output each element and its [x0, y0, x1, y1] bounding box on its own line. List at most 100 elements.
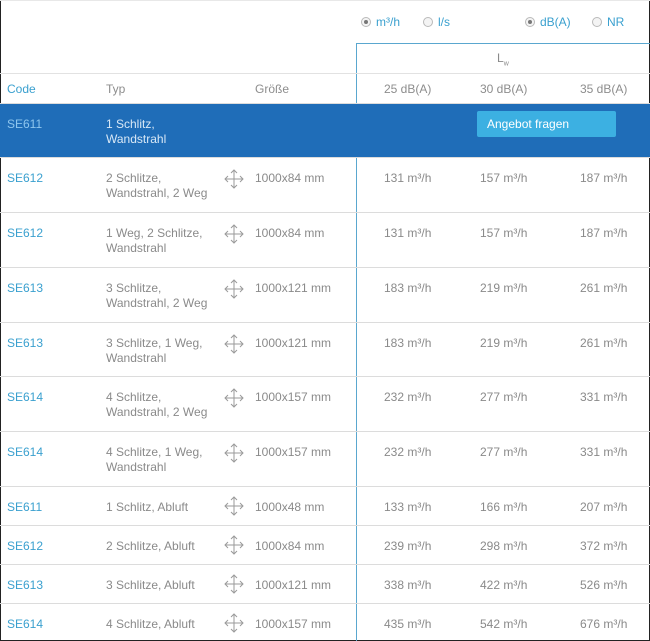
col-30dba[interactable]: 30 dB(A) [480, 82, 528, 96]
table-row-selected[interactable]: SE611 1 Schlitz, Wandstrahl Angebot frag… [0, 103, 650, 157]
value-number: 232 [384, 390, 405, 404]
col-size[interactable]: Größe [255, 82, 290, 96]
value-unit: m³/h [603, 539, 628, 553]
angebot-fragen-button[interactable]: Angebot fragen [477, 111, 616, 137]
row-typ-line1: 3 Schlitze, Abluft [106, 578, 195, 592]
value-number: 219 [480, 336, 501, 350]
frame-left-edge [0, 0, 1, 641]
radio-nr[interactable] [592, 17, 602, 27]
table-row[interactable]: SE611 1 Schlitz, Abluft 1000x48 mm 133 m³/h… [0, 486, 650, 525]
move-arrows-icon[interactable] [223, 168, 245, 190]
row-value-35dba: 331 m³/h [580, 445, 627, 460]
row-code[interactable]: SE611 [7, 500, 43, 514]
table-row[interactable]: SE613 3 Schlitze, Wandstrahl, 2 Weg 1000x12… [0, 267, 650, 322]
row-typ-line2: Wandstrahl, 2 Weg [106, 296, 208, 310]
value-unit: m³/h [407, 578, 432, 592]
col-35dba[interactable]: 35 dB(A) [580, 82, 628, 96]
row-value-25dba: 232 m³/h [384, 445, 431, 460]
col-25dba[interactable]: 25 dB(A) [384, 82, 432, 96]
row-code[interactable]: SE614 [7, 390, 44, 404]
row-value-35dba: 372 m³/h [580, 539, 627, 554]
radio-dba[interactable] [525, 17, 535, 27]
unit-m3h-toggle[interactable]: m³/h [361, 14, 400, 30]
row-value-30dba: 277 m³/h [480, 390, 527, 405]
row-code[interactable]: SE613 [7, 336, 44, 350]
unit-dba-toggle[interactable]: dB(A) [525, 14, 571, 30]
unit-ls-toggle[interactable]: l/s [423, 14, 450, 30]
move-arrows-icon[interactable] [223, 534, 245, 556]
row-code[interactable]: SE612 [7, 171, 44, 185]
row-value-25dba: 239 m³/h [384, 539, 431, 554]
move-arrows-icon[interactable] [223, 612, 245, 634]
row-value-35dba: 187 m³/h [580, 171, 627, 186]
lw-main: L [497, 51, 504, 65]
value-unit: m³/h [503, 539, 528, 553]
table-row[interactable]: SE613 3 Schlitze, Abluft 1000x121 mm 338 m³… [0, 564, 650, 603]
row-size: 1000x121 mm [255, 281, 332, 295]
unit-nr-toggle[interactable]: NR [592, 14, 624, 30]
value-number: 183 [384, 336, 405, 350]
value-number: 232 [384, 445, 405, 459]
row-value-30dba: 219 m³/h [480, 281, 527, 296]
unit-ls-label: l/s [438, 15, 450, 29]
frame-top-edge [0, 0, 650, 1]
row-value-35dba: 187 m³/h [580, 226, 627, 241]
value-unit: m³/h [503, 281, 528, 295]
radio-m3h[interactable] [361, 17, 371, 27]
value-number: 338 [384, 578, 405, 592]
table-row[interactable]: SE614 4 Schlitze, Wandstrahl, 2 Weg 1000x15… [0, 376, 650, 431]
row-value-25dba: 338 m³/h [384, 578, 431, 593]
value-unit: m³/h [503, 445, 528, 459]
row-size: 1000x157 mm [255, 445, 332, 459]
row-value-30dba: 157 m³/h [480, 226, 527, 241]
row-value-35dba: 261 m³/h [580, 281, 627, 296]
move-arrows-icon[interactable] [223, 387, 245, 409]
move-arrows-icon[interactable] [223, 495, 245, 517]
value-unit: m³/h [407, 500, 432, 514]
row-value-35dba: 526 m³/h [580, 578, 627, 593]
value-number: 422 [480, 578, 501, 592]
value-number: 372 [580, 539, 601, 553]
row-value-30dba: 422 m³/h [480, 578, 527, 593]
move-arrows-icon[interactable] [223, 223, 245, 245]
col-code[interactable]: Code [7, 82, 36, 96]
row-code[interactable]: SE613 [7, 578, 44, 592]
value-number: 526 [580, 578, 601, 592]
row-value-25dba: 183 m³/h [384, 336, 431, 351]
row-typ-line2: Wandstrahl [106, 460, 167, 474]
row-code[interactable]: SE611 [7, 117, 43, 131]
radio-ls[interactable] [423, 17, 433, 27]
row-value-25dba: 435 m³/h [384, 617, 431, 632]
row-value-30dba: 542 m³/h [480, 617, 527, 632]
table-row[interactable]: SE614 4 Schlitze, Abluft 1000x157 mm 435 m³… [0, 603, 650, 641]
move-arrows-icon[interactable] [223, 442, 245, 464]
row-value-30dba: 277 m³/h [480, 445, 527, 460]
value-number: 298 [480, 539, 501, 553]
move-arrows-icon[interactable] [223, 573, 245, 595]
value-unit: m³/h [407, 226, 432, 240]
row-code[interactable]: SE613 [7, 281, 44, 295]
row-code[interactable]: SE612 [7, 226, 44, 240]
row-code[interactable]: SE614 [7, 617, 44, 631]
row-value-35dba: 676 m³/h [580, 617, 627, 632]
value-number: 261 [580, 336, 601, 350]
move-arrows-icon[interactable] [223, 333, 245, 355]
row-typ-line1: 3 Schlitze, [106, 281, 162, 295]
table-row[interactable]: SE612 2 Schlitze, Abluft 1000x84 mm 239 m³/… [0, 525, 650, 564]
table-row[interactable]: SE613 3 Schlitze, 1 Weg, Wandstrahl 1000x12… [0, 322, 650, 376]
row-value-35dba: 207 m³/h [580, 500, 627, 515]
row-code[interactable]: SE612 [7, 539, 44, 553]
table-row[interactable]: SE614 4 Schlitze, 1 Weg, Wandstrahl 1000x15… [0, 431, 650, 486]
value-number: 207 [580, 500, 601, 514]
lw-sub: w [503, 60, 509, 68]
value-unit: m³/h [603, 281, 628, 295]
table-row[interactable]: SE612 1 Weg, 2 Schlitze, Wandstrahl 1000x84… [0, 212, 650, 267]
move-arrows-icon[interactable] [223, 278, 245, 300]
col-typ[interactable]: Typ [106, 82, 126, 96]
value-number: 331 [580, 390, 601, 404]
row-size: 1000x84 mm [255, 539, 325, 553]
table-row[interactable]: SE612 2 Schlitze, Wandstrahl, 2 Weg 1000x84… [0, 157, 650, 212]
row-typ-line2: Wandstrahl, 2 Weg [106, 186, 208, 200]
row-code[interactable]: SE614 [7, 445, 44, 459]
value-unit: m³/h [407, 539, 432, 553]
